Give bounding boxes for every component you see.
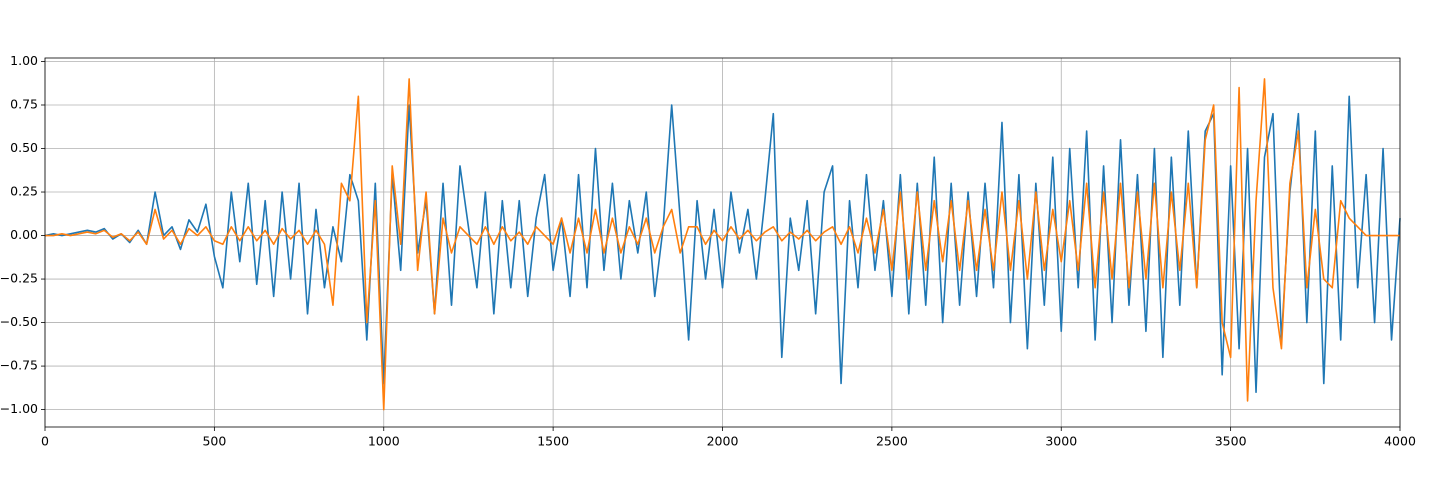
y-tick-label: −0.25 — [0, 271, 38, 286]
x-tick-label: 3000 — [1045, 434, 1077, 449]
y-tick-label: 0.25 — [10, 184, 38, 199]
y-tick-label: 0.50 — [10, 140, 38, 155]
y-tick-label: −0.75 — [0, 358, 38, 373]
y-tick-label: −0.50 — [0, 314, 38, 329]
data-line — [45, 78, 1400, 411]
y-tick-label: 0.75 — [10, 96, 38, 111]
x-tick-label: 1500 — [537, 434, 569, 449]
x-tick-label: 2000 — [707, 434, 739, 449]
x-tick-label: 0 — [41, 434, 49, 449]
x-tick-label: 3500 — [1215, 434, 1247, 449]
plot-frame — [44, 57, 1401, 428]
x-tick-label: 2500 — [876, 434, 908, 449]
x-tick-label: 500 — [202, 434, 226, 449]
x-tick-label: 4000 — [1384, 434, 1416, 449]
y-tick-label: −1.00 — [0, 401, 38, 416]
y-tick-label: 0.00 — [10, 227, 38, 242]
y-tick-label: 1.00 — [10, 53, 38, 68]
x-tick-label: 1000 — [368, 434, 400, 449]
data-line — [44, 95, 1401, 393]
